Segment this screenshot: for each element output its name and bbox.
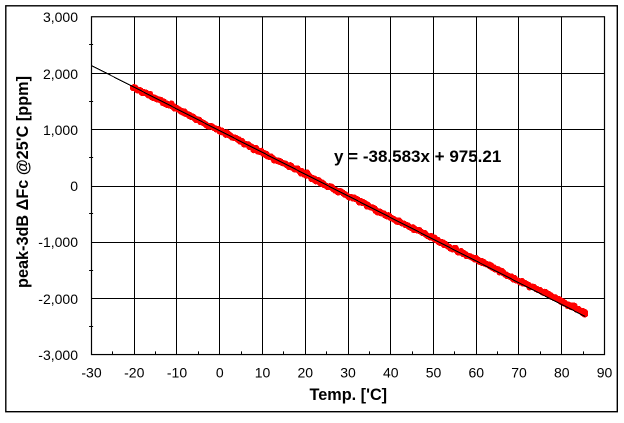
svg-text:60: 60 xyxy=(468,365,484,381)
svg-text:3,000: 3,000 xyxy=(43,9,78,25)
svg-text:1,000: 1,000 xyxy=(43,122,78,138)
svg-text:0: 0 xyxy=(70,178,78,194)
svg-text:20: 20 xyxy=(297,365,313,381)
svg-text:-10: -10 xyxy=(167,365,187,381)
svg-text:-20: -20 xyxy=(124,365,144,381)
svg-text:90: 90 xyxy=(597,365,613,381)
svg-text:Temp. ['C]: Temp. ['C] xyxy=(310,386,388,404)
svg-text:2,000: 2,000 xyxy=(43,66,78,82)
svg-text:-3,000: -3,000 xyxy=(38,347,78,363)
svg-text:80: 80 xyxy=(554,365,570,381)
svg-text:-2,000: -2,000 xyxy=(38,291,78,307)
svg-text:0: 0 xyxy=(216,365,224,381)
svg-text:30: 30 xyxy=(340,365,356,381)
svg-text:40: 40 xyxy=(383,365,399,381)
svg-text:peak-3dB ΔFc @25'C [ppm]: peak-3dB ΔFc @25'C [ppm] xyxy=(14,76,32,288)
svg-text:70: 70 xyxy=(511,365,527,381)
svg-text:-30: -30 xyxy=(81,365,101,381)
svg-text:10: 10 xyxy=(255,365,271,381)
svg-text:50: 50 xyxy=(426,365,442,381)
svg-text:y = -38.583x + 975.21: y = -38.583x + 975.21 xyxy=(334,147,501,166)
svg-text:-1,000: -1,000 xyxy=(38,234,78,250)
